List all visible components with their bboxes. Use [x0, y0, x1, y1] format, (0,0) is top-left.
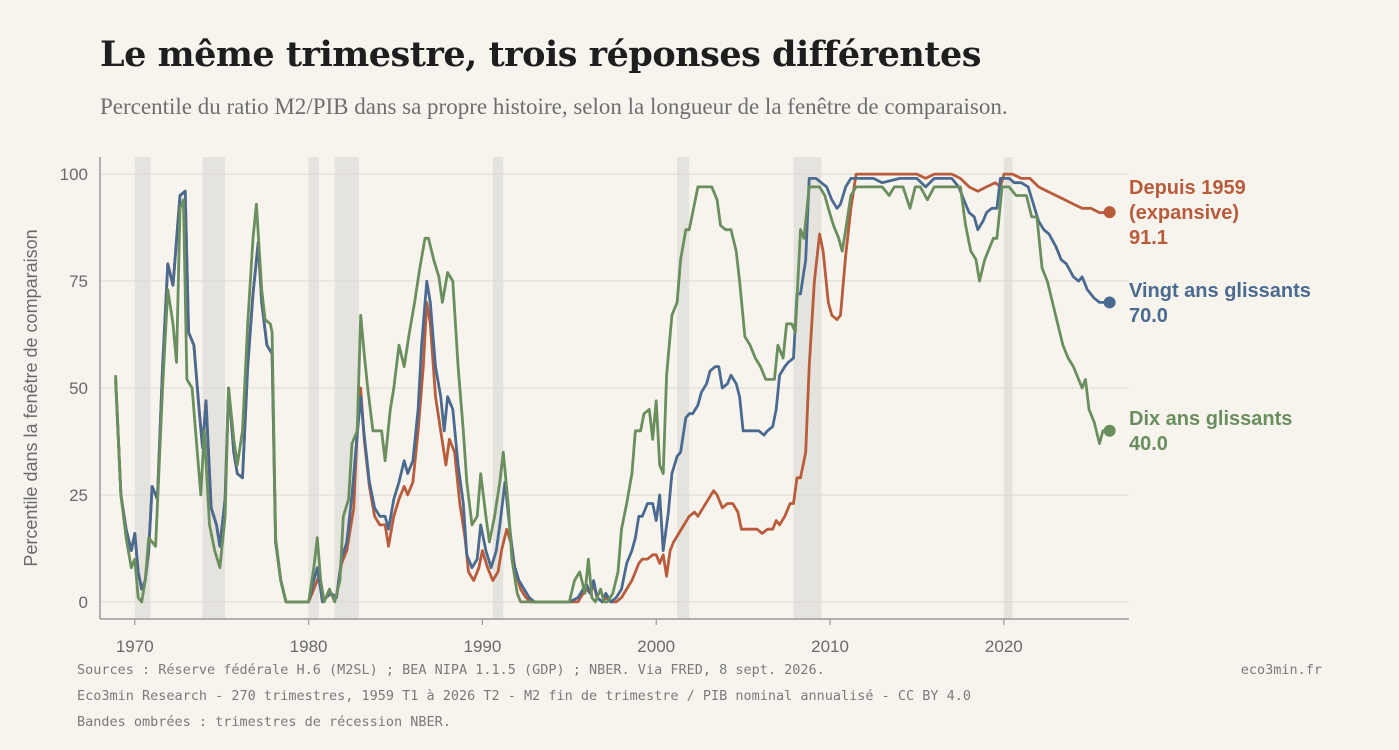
series-end-label: Dix ans glissants: [1129, 408, 1292, 430]
brand-url: eco3min.fr: [1240, 662, 1322, 678]
x-tick-label: 2000: [637, 637, 675, 656]
series-end-label: 91.1: [1129, 227, 1168, 249]
x-tick-label: 1970: [116, 637, 154, 656]
y-tick-label: 0: [79, 593, 88, 612]
series-end-marker: [1103, 424, 1116, 437]
footer-method: Eco3min Research - 270 trimestres, 1959 …: [77, 688, 972, 704]
series-end-label: (expansive): [1129, 202, 1239, 224]
x-tick-label: 1990: [463, 637, 501, 656]
line-chart: 0 25 50 75 100 1970 1980 1990 2000 2010 2020 Percen…: [21, 157, 1311, 656]
series-end-labels: Depuis 1959 (expansive) 91.1 Vingt ans glis…: [1129, 177, 1311, 455]
series-end-marker: [1103, 206, 1116, 219]
x-tick-label: 2010: [811, 637, 849, 656]
series-end-marker: [1103, 296, 1116, 309]
chart-subtitle: Percentile du ratio M2/PIB dans sa propr…: [100, 94, 1008, 119]
y-tick-label: 75: [69, 272, 88, 291]
y-tick-label: 25: [69, 486, 88, 505]
x-tick-label: 1980: [290, 637, 328, 656]
series-line: [114, 185, 1112, 604]
series-line: [114, 177, 1112, 604]
y-tick-label: 50: [69, 379, 88, 398]
series-end-label: 40.0: [1129, 433, 1168, 455]
series-end-label: 70.0: [1129, 305, 1168, 327]
series-lines: [114, 172, 1116, 604]
footer-recession-note: Bandes ombrées : trimestres de récession…: [77, 714, 451, 730]
footer-sources: Sources : Réserve fédérale H.6 (M2SL) ; …: [77, 662, 825, 678]
x-tick-label: 2020: [985, 637, 1023, 656]
y-axis-label: Percentile dans la fenêtre de comparaiso…: [21, 229, 41, 566]
y-tick-label: 100: [60, 165, 88, 184]
chart-title: Le même trimestre, trois réponses différ…: [100, 34, 981, 75]
series-end-label: Vingt ans glissants: [1129, 280, 1311, 302]
series-end-label: Depuis 1959: [1129, 177, 1246, 199]
axes: 0 25 50 75 100 1970 1980 1990 2000 2010 2020 Percen…: [21, 157, 1129, 656]
